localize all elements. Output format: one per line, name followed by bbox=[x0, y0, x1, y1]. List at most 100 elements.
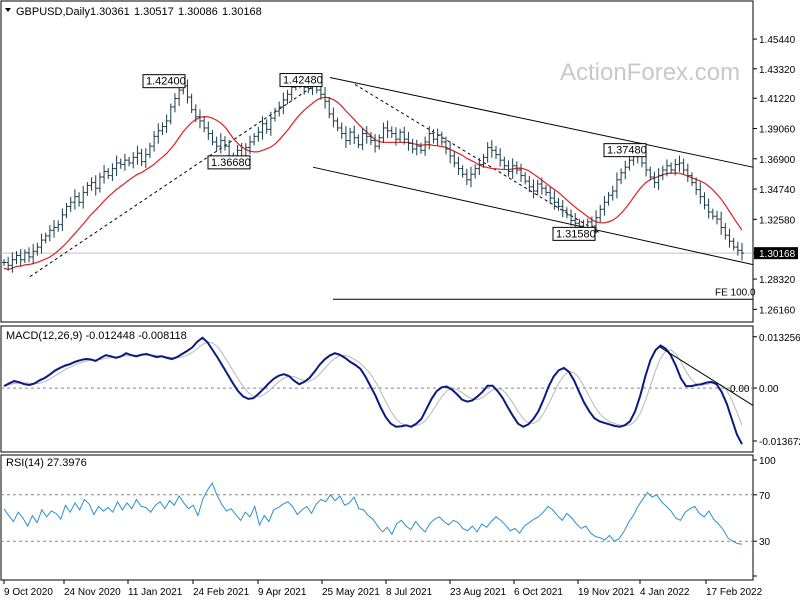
ohlc-bar bbox=[102, 165, 107, 184]
ohlc-bar bbox=[285, 89, 290, 105]
ohlc-bar bbox=[406, 131, 411, 151]
ohlc-bar bbox=[327, 96, 332, 119]
ohlc-bar bbox=[523, 172, 528, 185]
rsi-axis: 100 70 30 bbox=[753, 456, 776, 577]
price-annotation: 1.37480 bbox=[603, 143, 647, 158]
channel-upper-line bbox=[329, 76, 754, 168]
moving-average-line bbox=[3, 96, 743, 271]
ohlc-bar bbox=[569, 209, 574, 226]
ohlc-bar bbox=[727, 228, 732, 248]
ohlc-bar bbox=[473, 164, 478, 179]
ohlc-bar bbox=[264, 119, 269, 134]
ohlc-bar bbox=[385, 120, 390, 139]
ohlc-bar bbox=[689, 172, 694, 186]
watermark: ActionForex.com bbox=[560, 59, 740, 86]
price-axis: 1.45440 1.43320 1.41220 1.39060 1.36900 1.347… bbox=[753, 35, 798, 316]
ohlc-bar bbox=[22, 249, 27, 264]
x-tick-label: 4 Jan 2022 bbox=[640, 587, 690, 598]
ohlc-bar bbox=[281, 92, 286, 115]
ohlc-bar bbox=[627, 156, 632, 171]
ohlc-bar bbox=[335, 117, 340, 132]
ohlc-bar bbox=[106, 168, 111, 179]
svg-text:1.37480: 1.37480 bbox=[607, 145, 647, 157]
ohlc-bar bbox=[47, 224, 52, 242]
ohlc-bar bbox=[256, 126, 261, 142]
ohlc-bar bbox=[248, 135, 252, 154]
ohlc-bar bbox=[410, 138, 415, 154]
price-tick-label: 1.28320 bbox=[759, 275, 796, 286]
x-tick-label: 23 Aug 2021 bbox=[450, 587, 507, 598]
ohlc-bar bbox=[740, 242, 744, 261]
ohlc-bar bbox=[122, 153, 127, 171]
macd-tick-label: 0.00 bbox=[759, 384, 779, 395]
ohlc-bar bbox=[77, 192, 82, 207]
ohlc-bar bbox=[360, 128, 365, 151]
svg-text:1.31580: 1.31580 bbox=[556, 228, 596, 240]
ohlc-bar bbox=[339, 122, 344, 139]
ohlc-bar bbox=[189, 93, 194, 114]
ohlc-bar bbox=[252, 132, 257, 146]
ohlc-bar bbox=[214, 136, 219, 152]
fe-label: FE 100.0 bbox=[715, 287, 756, 298]
ohlc-bar bbox=[402, 126, 407, 145]
ohlc-bar bbox=[677, 155, 682, 172]
ohlc-bar bbox=[64, 203, 69, 219]
ohlc-bar bbox=[481, 154, 486, 168]
rsi-panel bbox=[0, 454, 754, 581]
ohlc-bar bbox=[393, 127, 398, 146]
x-tick-label: 9 Oct 2020 bbox=[4, 587, 53, 598]
ohlc-bar bbox=[273, 107, 278, 122]
ohlc-bar bbox=[623, 160, 628, 180]
ohlc-bar bbox=[356, 134, 361, 149]
price-tick-label: 1.34740 bbox=[759, 185, 796, 196]
channel-lower-line bbox=[312, 166, 754, 266]
ohlc-bar bbox=[423, 136, 428, 156]
price-tick-label: 1.26160 bbox=[759, 305, 796, 316]
ohlc-bar bbox=[648, 166, 653, 181]
ohlc-bar bbox=[431, 129, 436, 144]
macd-line bbox=[3, 336, 743, 445]
price-tick-label: 1.39060 bbox=[759, 125, 796, 136]
ohlc-bar bbox=[93, 175, 98, 196]
ohlc-bar bbox=[97, 172, 102, 193]
ohlc-bar bbox=[644, 156, 649, 177]
current-price-label: 1.30168 bbox=[759, 249, 796, 260]
ohlc-bar bbox=[10, 252, 15, 273]
ohlc-bar bbox=[494, 146, 498, 159]
ohlc-bar bbox=[35, 242, 40, 256]
ohlc-bar bbox=[114, 155, 119, 176]
rsi-tick-label: 30 bbox=[759, 537, 771, 548]
ohlc-bar bbox=[14, 251, 19, 265]
ohlc-bar bbox=[389, 126, 394, 138]
ohlc-bar bbox=[206, 121, 211, 140]
x-tick-label: 24 Nov 2020 bbox=[64, 587, 121, 598]
ohlc-bar bbox=[564, 207, 569, 219]
ohlc-bar bbox=[514, 161, 519, 175]
ohlc-bar bbox=[27, 247, 32, 263]
ohlc-bar bbox=[706, 198, 711, 219]
ohlc-bar bbox=[619, 168, 624, 185]
ohlc-bar bbox=[185, 79, 190, 104]
ohlc-bar bbox=[560, 200, 565, 218]
ohlc-bar bbox=[552, 190, 557, 210]
ohlc-bar bbox=[72, 189, 77, 210]
price-tick-label: 1.41220 bbox=[759, 94, 796, 105]
current-price-box bbox=[754, 247, 798, 260]
ohlc-bar bbox=[660, 165, 665, 180]
ohlc-bar bbox=[398, 128, 403, 143]
ohlc-bar bbox=[527, 175, 532, 193]
ohlc-bar bbox=[218, 133, 223, 154]
ohlc-bar bbox=[377, 134, 382, 150]
ohlc-bar bbox=[606, 191, 611, 206]
price-layer: FE 100.0 1.42400 1.42480 1.36680 1.37480 1.31… bbox=[1, 73, 756, 300]
rsi-title: RSI(14) 27.3976 bbox=[6, 457, 87, 469]
ohlc-bar bbox=[164, 114, 169, 133]
ohlc-bar bbox=[460, 165, 465, 178]
ohlc-bar bbox=[614, 172, 619, 199]
dashed-trendline-up bbox=[29, 81, 321, 277]
ohlc-bar bbox=[60, 208, 65, 232]
ohlc-bar bbox=[485, 142, 490, 163]
macd-signal-line bbox=[3, 341, 743, 427]
ohlc-bar bbox=[710, 208, 715, 220]
price-tick-label: 1.36900 bbox=[759, 155, 796, 166]
